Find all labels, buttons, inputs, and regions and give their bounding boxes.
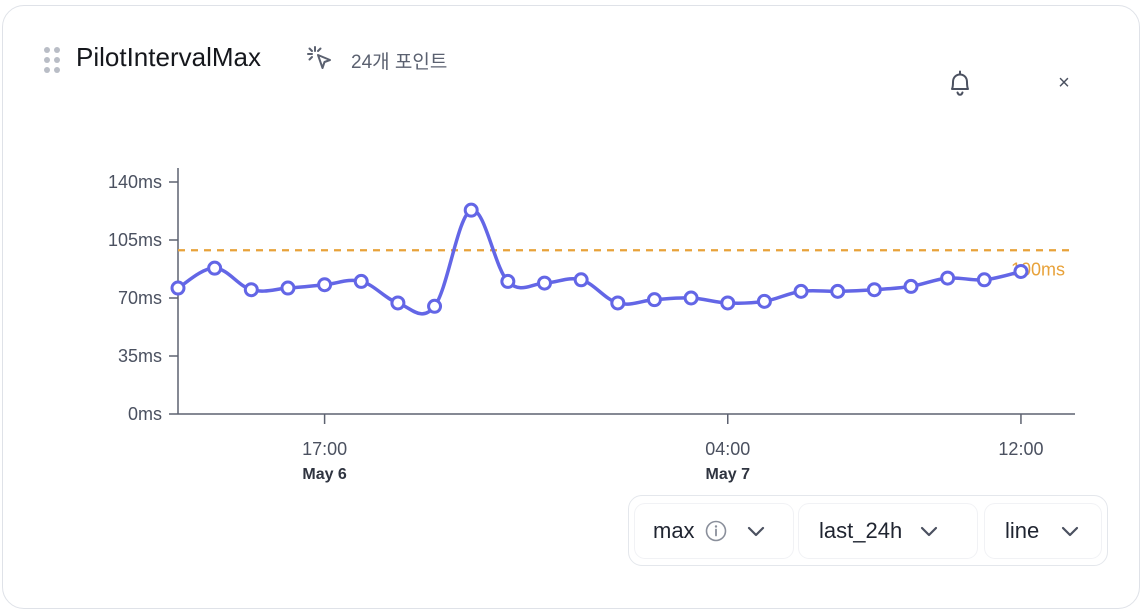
x-tick-date-label: May 7 bbox=[706, 466, 751, 483]
data-point bbox=[317, 277, 333, 293]
data-point bbox=[427, 298, 443, 314]
x-tick-date-label: May 6 bbox=[302, 466, 347, 483]
close-icon[interactable]: × bbox=[1058, 72, 1070, 94]
bell-icon[interactable] bbox=[945, 68, 975, 100]
aggregate-value: max bbox=[653, 518, 695, 543]
data-point bbox=[940, 270, 956, 286]
data-point bbox=[390, 295, 406, 311]
y-tick-label: 70ms bbox=[118, 288, 162, 308]
data-point bbox=[243, 282, 259, 298]
data-point bbox=[610, 295, 626, 311]
chevron-down-icon bbox=[747, 526, 764, 537]
data-point bbox=[830, 283, 846, 299]
data-point bbox=[903, 278, 919, 294]
data-point bbox=[207, 260, 223, 276]
info-icon[interactable] bbox=[705, 520, 727, 542]
cursor-click-icon bbox=[307, 46, 331, 69]
data-point bbox=[683, 290, 699, 306]
chevron-down-icon bbox=[1062, 526, 1079, 537]
data-point bbox=[646, 292, 662, 308]
x-tick-label: 17:00 bbox=[302, 439, 347, 459]
chart-type-value: line bbox=[1005, 518, 1040, 543]
range-select[interactable]: last_24h bbox=[799, 504, 977, 558]
y-tick-label: 105ms bbox=[108, 230, 162, 250]
y-tick-label: 140ms bbox=[108, 172, 162, 192]
data-point bbox=[720, 295, 736, 311]
range-value: last_24h bbox=[819, 518, 903, 543]
data-point bbox=[793, 283, 809, 299]
series-line bbox=[176, 208, 1023, 316]
data-point bbox=[280, 280, 296, 296]
x-tick-label: 12:00 bbox=[998, 439, 1043, 459]
y-tick-label: 0ms bbox=[128, 404, 162, 424]
chevron-down-icon bbox=[921, 526, 938, 537]
data-point bbox=[537, 275, 552, 291]
data-point bbox=[170, 280, 186, 296]
points-count: 24개 포인트 bbox=[351, 52, 448, 73]
data-point bbox=[353, 273, 369, 289]
y-tick-label: 35ms bbox=[118, 346, 162, 366]
chart-controls: max last_24h line bbox=[628, 495, 1108, 566]
data-point bbox=[866, 282, 882, 298]
data-point bbox=[500, 273, 516, 289]
data-point bbox=[463, 202, 479, 218]
drag-handle-icon[interactable] bbox=[44, 47, 60, 73]
chart-title: PilotIntervalMax bbox=[76, 42, 261, 72]
data-point bbox=[573, 272, 589, 288]
data-point bbox=[756, 293, 772, 309]
data-point bbox=[976, 272, 992, 288]
data-point bbox=[1013, 263, 1029, 279]
chart-type-select[interactable]: line bbox=[985, 504, 1101, 558]
x-tick-label: 04:00 bbox=[705, 439, 750, 459]
aggregate-select[interactable]: max bbox=[635, 504, 793, 558]
